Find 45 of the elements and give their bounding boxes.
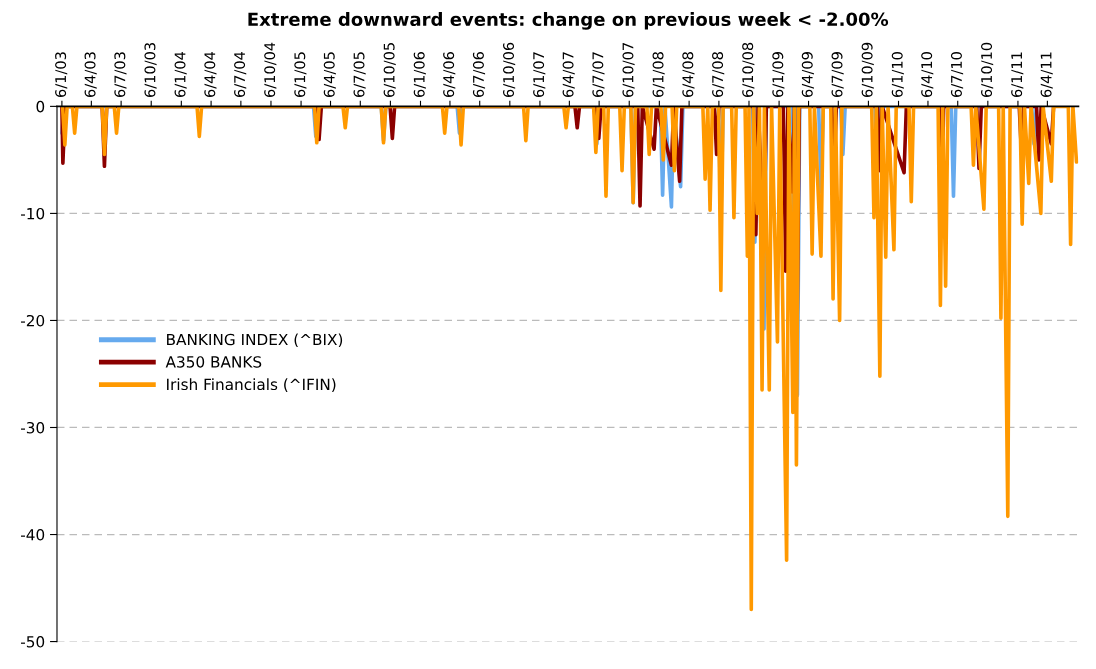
x-tick-label: 6/7/08 <box>712 52 725 98</box>
y-tick-label: -20 <box>20 314 45 327</box>
x-tick-label: 6/1/10 <box>891 52 904 98</box>
x-tick-label: 6/4/04 <box>204 51 217 98</box>
x-tick-label: 6/4/09 <box>801 52 814 98</box>
y-tick-label: -30 <box>20 421 45 434</box>
x-tick-label: 6/7/09 <box>831 52 844 98</box>
x-tick-label: 6/10/09 <box>861 42 874 98</box>
x-tick-label: 6/1/11 <box>1011 52 1024 98</box>
x-tick-label: 6/10/06 <box>503 42 516 98</box>
y-tick-label: -50 <box>20 636 45 648</box>
legend-label: A350 BANKS <box>165 356 262 368</box>
x-tick-label: 6/4/08 <box>682 52 695 98</box>
x-tick-label: 6/7/03 <box>114 52 127 98</box>
line-series <box>60 106 1079 612</box>
x-tick-label: 6/7/04 <box>234 51 247 98</box>
legend-label: BANKING INDEX (^BIX) <box>167 333 343 348</box>
x-tick-label: 6/10/08 <box>742 42 755 98</box>
x-tick-label: 6/10/04 <box>264 42 277 98</box>
chart-title: Extreme downward events: change on previous week < -2.00% <box>248 12 889 30</box>
x-tick-label: 6/4/03 <box>84 52 97 98</box>
legend-label: Irish Financials (^IFIN) <box>167 378 336 392</box>
x-tick-label: 6/7/07 <box>592 52 605 98</box>
x-tick-label: 6/4/06 <box>443 52 456 98</box>
x-tick-label: 6/1/08 <box>652 52 665 98</box>
x-tick-label: 6/1/04 <box>174 51 187 98</box>
x-tick-label: 6/10/10 <box>981 42 994 98</box>
y-tick-label: -40 <box>20 529 45 541</box>
x-tick-label: 6/1/06 <box>413 52 426 98</box>
x-tick-label: 6/4/11 <box>1040 52 1053 98</box>
x-tick-label: 6/1/07 <box>533 52 546 98</box>
x-tick-label: 6/7/06 <box>472 52 486 98</box>
y-tick-label: 0 <box>36 100 45 113</box>
x-tick-label: 6/4/10 <box>921 52 934 98</box>
x-tick-label: 6/10/03 <box>144 42 157 98</box>
y-tick-label: -10 <box>20 207 45 220</box>
x-tick-label: 6/1/09 <box>772 52 785 98</box>
x-tick-label: 6/7/10 <box>950 52 964 98</box>
x-tick-label: 6/4/05 <box>323 52 336 98</box>
x-tick-label: 6/10/05 <box>383 43 396 98</box>
x-tick-label: 6/7/05 <box>353 52 366 98</box>
x-tick-label: 6/1/03 <box>55 52 68 98</box>
x-tick-label: 6/10/07 <box>622 43 635 98</box>
x-tick-label: 6/4/07 <box>562 52 575 98</box>
x-tick-label: 6/1/05 <box>294 52 307 98</box>
